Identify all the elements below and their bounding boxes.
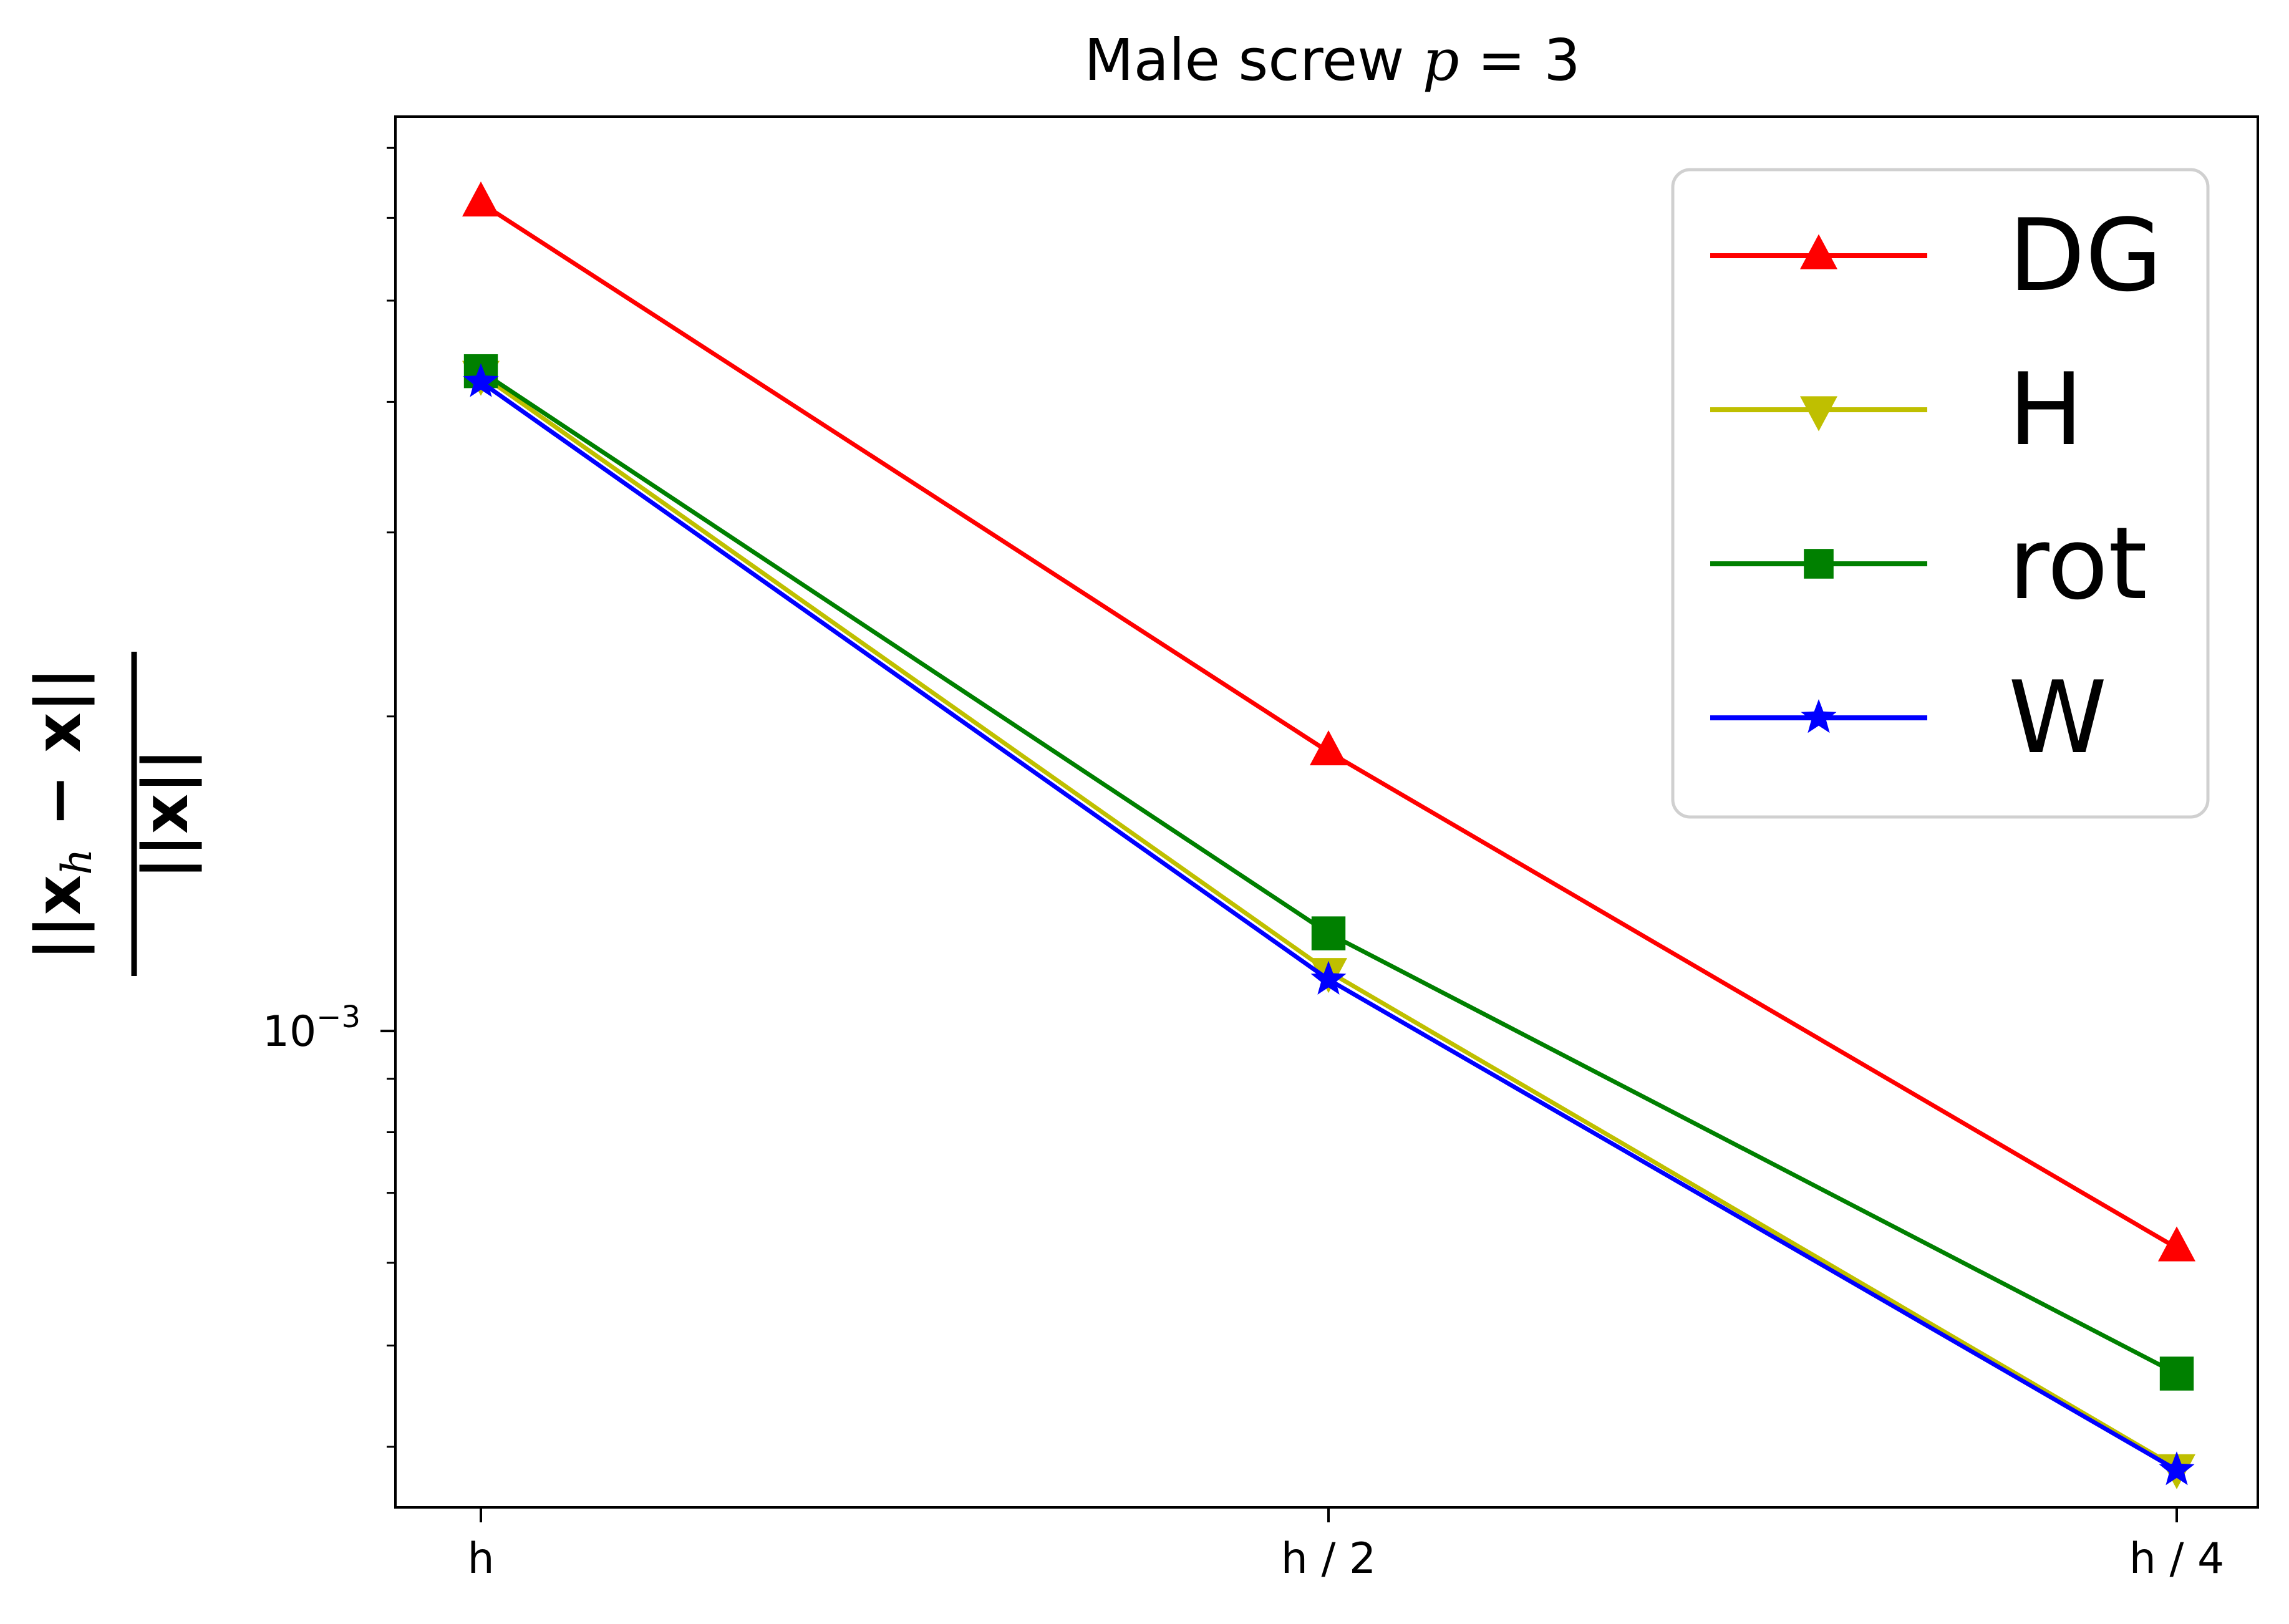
x-tick-label: h / 4 (2129, 1534, 2225, 1583)
legend-marker (1804, 549, 1834, 579)
x-tick-label: h / 2 (1281, 1534, 1377, 1583)
y-axis-ticks (380, 147, 395, 1448)
y-tick-label: 10−3 (263, 1000, 361, 1056)
legend-marker (1800, 234, 1837, 269)
legend-item-rot: rot (1710, 505, 2147, 622)
data-point (2159, 1451, 2195, 1486)
data-point (1310, 730, 1347, 766)
legend-item-h: H (1710, 351, 2083, 468)
legend-marker (1800, 396, 1837, 432)
legend-label: rot (2008, 505, 2147, 622)
series-layer (462, 181, 2195, 1489)
data-point (462, 181, 500, 217)
series-rot (463, 354, 2194, 1391)
plot-area (394, 115, 2259, 1509)
legend-label: H (2008, 351, 2083, 468)
svg-text:||x||: ||x|| (129, 748, 202, 880)
data-point (2158, 1226, 2195, 1262)
svg-text:||xh − x||: ||xh − x|| (22, 667, 101, 960)
chart-title: Male screw p = 3 (1084, 27, 1580, 94)
data-point (1311, 916, 1346, 950)
data-point (1310, 960, 1347, 995)
legend-marker (1801, 699, 1837, 733)
x-axis-ticks: h h / 2 h / 4 (467, 1507, 2224, 1583)
y-axis-label: ||xh − x|| ||x|| (22, 652, 202, 976)
legend-frame (1671, 168, 2210, 819)
legend-label: DG (2008, 197, 2162, 314)
series-w (463, 363, 2195, 1486)
x-tick-label: h (467, 1534, 494, 1583)
data-point (463, 363, 499, 397)
legend-label: W (2008, 659, 2107, 776)
legend-item-w: W (1710, 659, 2107, 776)
data-point (2159, 1356, 2194, 1391)
series-dg (462, 181, 2195, 1262)
legend-item-dg: DG (1710, 197, 2162, 314)
